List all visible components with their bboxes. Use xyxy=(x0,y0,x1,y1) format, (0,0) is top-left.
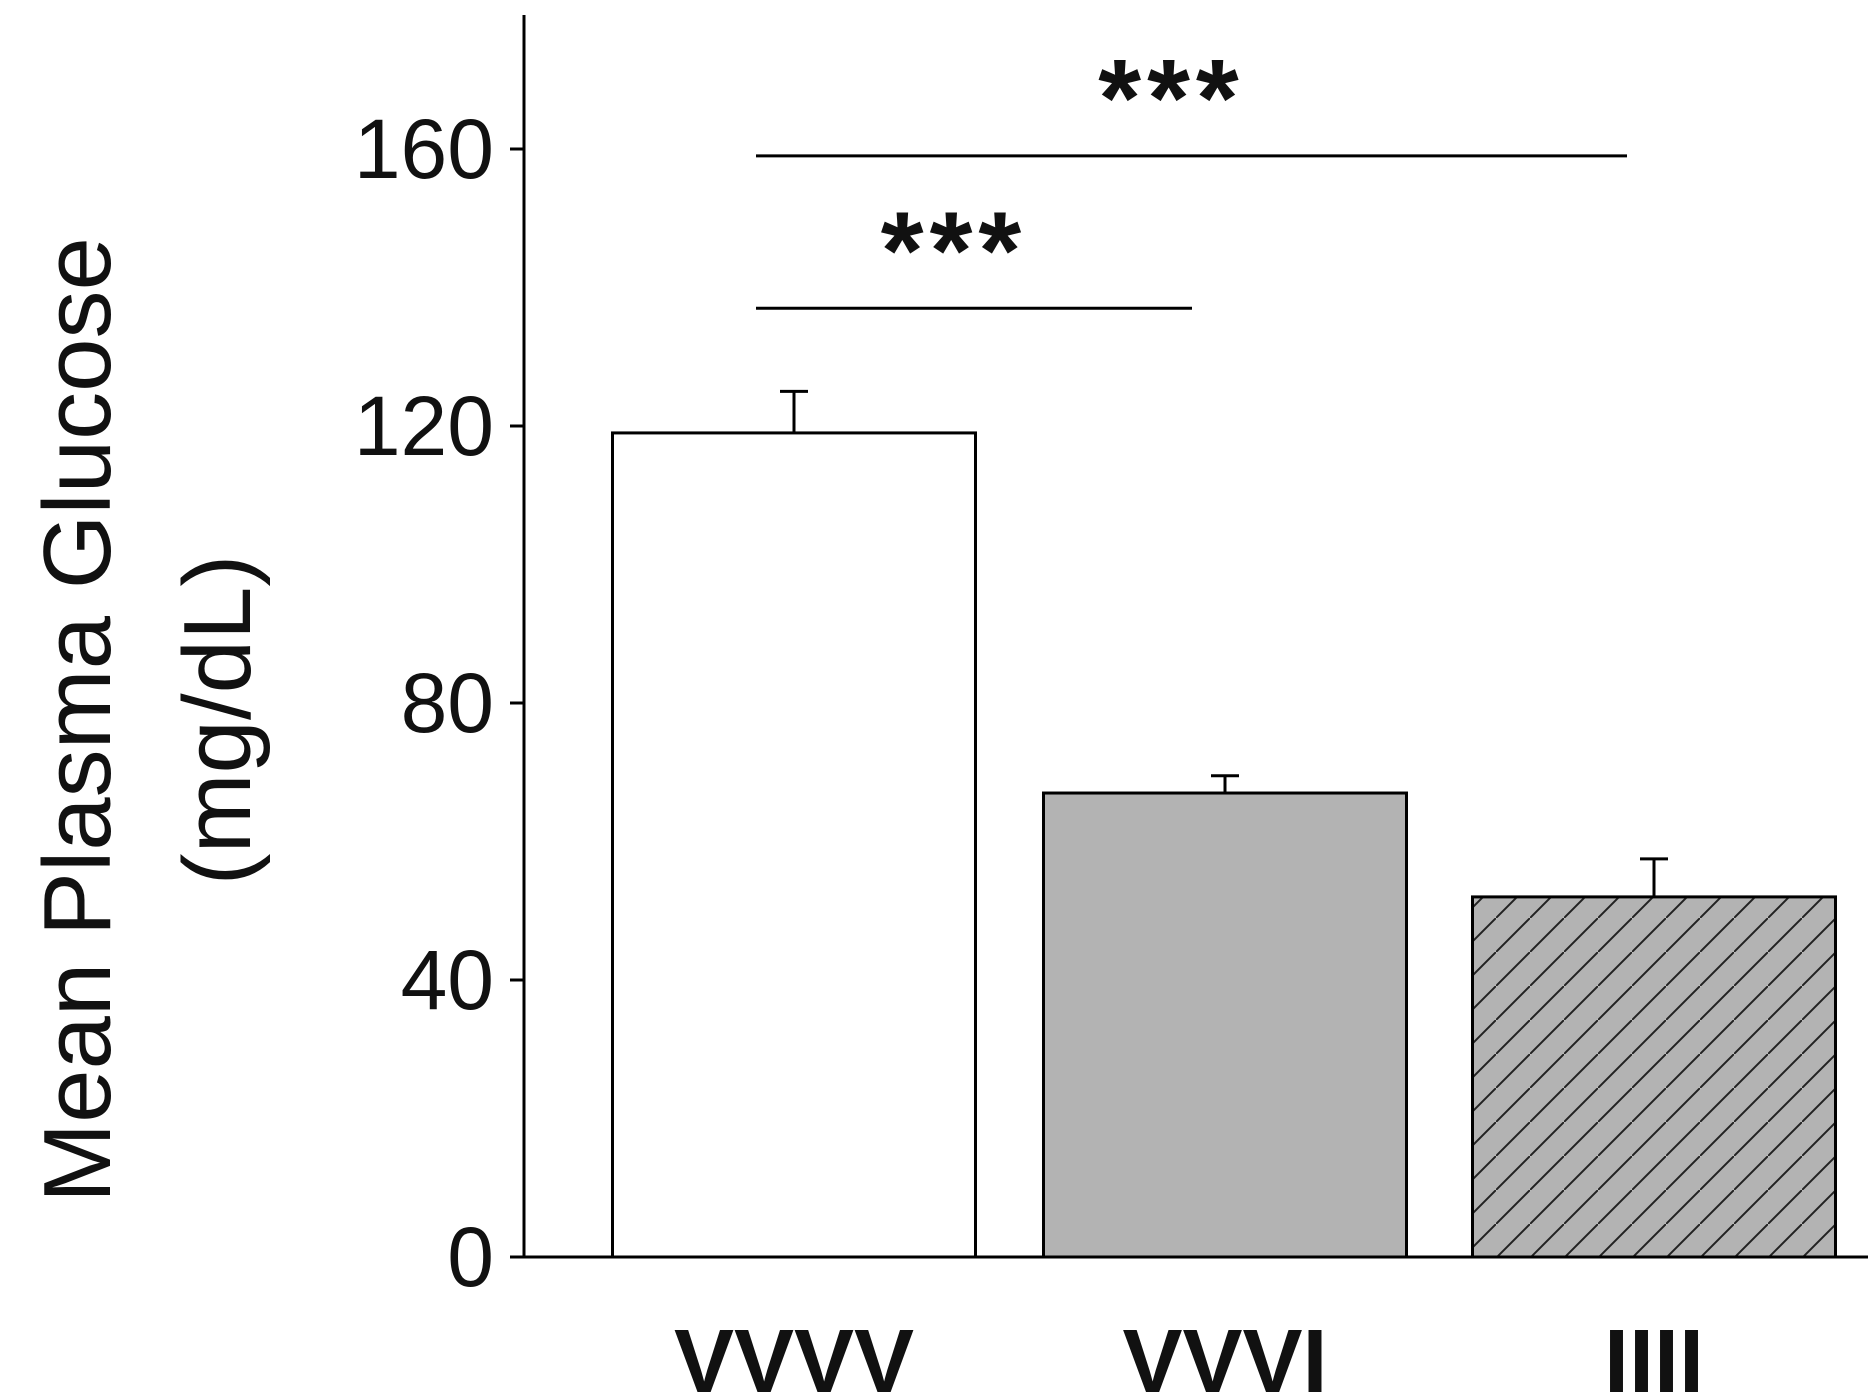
category-label: VVVV xyxy=(674,1312,914,1398)
y-axis-title-line1: Mean Plasma Glucose xyxy=(24,237,131,1203)
significance-annotations: *** *** xyxy=(756,37,1627,312)
y-tick-label: 40 xyxy=(401,933,494,1027)
axes: 0 40 80 120 160 xyxy=(354,15,1868,1304)
y-axis-title: Mean Plasma Glucose (mg/dL) xyxy=(24,237,271,1203)
significance-label: *** xyxy=(1098,37,1244,160)
y-tick-label: 0 xyxy=(447,1210,494,1304)
y-tick-label: 160 xyxy=(354,102,494,196)
bar-vvvi xyxy=(1042,791,1408,1259)
bar-iiii xyxy=(1471,895,1837,1259)
y-tick-label: 120 xyxy=(354,379,494,473)
y-axis-title-line2: (mg/dL) xyxy=(164,555,271,886)
bar-vvvv xyxy=(611,431,977,1259)
category-label: IIII xyxy=(1604,1312,1704,1398)
significance-label: *** xyxy=(881,189,1027,312)
category-label: VVVI xyxy=(1122,1312,1327,1398)
y-tick-label: 80 xyxy=(401,656,494,750)
bars: VVVV VVVI IIII xyxy=(611,389,1837,1398)
